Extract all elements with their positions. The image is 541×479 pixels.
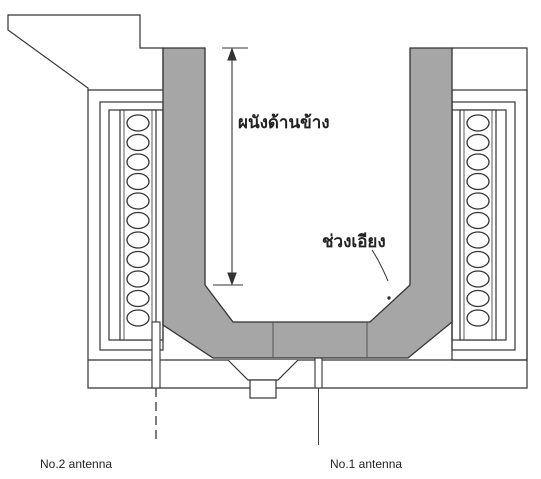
- antenna-2-label: No.2 antenna: [40, 457, 112, 471]
- side-wall-dimension: [213, 47, 248, 286]
- drain-funnel: [227, 359, 299, 399]
- antenna-1-label: No.1 antenna: [330, 457, 402, 471]
- coil-turn: [126, 250, 150, 269]
- slope-section-label: ช่วงเอียง: [322, 231, 386, 252]
- coil-turn: [466, 153, 490, 171]
- coil-turn: [126, 231, 150, 249]
- coil-turn: [466, 231, 490, 249]
- antenna-1-rod: [314, 357, 323, 445]
- coil-turn: [466, 114, 490, 132]
- coil-turn: [126, 153, 150, 171]
- slope-leader: [371, 249, 391, 300]
- coil-turn: [466, 309, 490, 327]
- refractory-lining: [162, 47, 453, 359]
- coil-turn: [466, 289, 490, 308]
- coil-turn: [466, 192, 490, 210]
- right-induction-coil: [459, 109, 497, 341]
- coil-turn: [466, 211, 490, 230]
- coil-turn: [126, 289, 150, 308]
- coil-turn: [466, 172, 490, 191]
- coil-turn: [126, 192, 150, 210]
- coil-turn: [466, 270, 490, 288]
- coil-turn: [126, 309, 150, 327]
- coil-turn: [466, 250, 490, 269]
- coil-turn: [126, 133, 150, 152]
- coil-turn: [126, 114, 150, 132]
- left-induction-coil: [119, 109, 157, 341]
- coil-turn: [126, 270, 150, 288]
- coil-turn: [126, 211, 150, 230]
- side-wall-label: ผนังด้านข้าง: [238, 113, 330, 133]
- pouring-lip: [7, 14, 164, 91]
- coil-turn: [466, 133, 490, 152]
- antenna-2-rod: [151, 321, 161, 440]
- coil-turn: [126, 172, 150, 191]
